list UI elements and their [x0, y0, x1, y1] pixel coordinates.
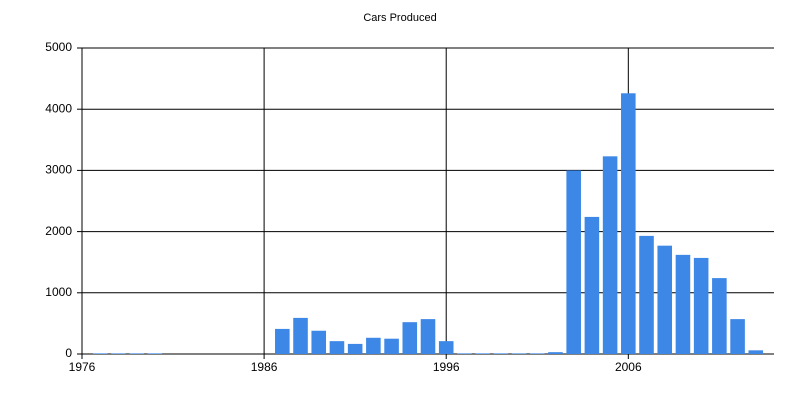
bar [730, 319, 745, 354]
bar [621, 93, 636, 355]
y-tick-label: 1000 [45, 285, 72, 299]
bar [475, 353, 490, 354]
bar [366, 337, 381, 354]
x-tick-label: 1976 [69, 360, 96, 374]
bar [548, 352, 563, 354]
x-tick-label: 2006 [615, 360, 642, 374]
y-tick-label: 3000 [45, 163, 72, 177]
bar [693, 257, 709, 354]
bar [438, 341, 454, 354]
y-tick-label: 4000 [45, 101, 72, 115]
bar [657, 245, 673, 354]
bar [420, 319, 436, 354]
y-tick-label: 0 [65, 346, 72, 360]
bar [529, 353, 545, 354]
bar [129, 353, 144, 354]
bar [92, 353, 108, 354]
bar [493, 353, 509, 354]
chart-title: Cars Produced [363, 12, 436, 24]
bar [275, 328, 290, 354]
bar [602, 156, 618, 354]
bar [675, 254, 691, 354]
bar [147, 353, 163, 354]
bar [566, 170, 581, 354]
bar [111, 353, 126, 354]
bar [511, 353, 527, 354]
bar [384, 338, 399, 354]
bar [584, 216, 600, 354]
x-tick-label: 1986 [251, 360, 278, 374]
bar [402, 322, 418, 354]
bar [748, 350, 764, 354]
bar [293, 317, 308, 354]
bar [712, 278, 727, 354]
y-tick-label: 5000 [45, 40, 72, 54]
y-tick-label: 2000 [45, 224, 72, 238]
bar [347, 343, 363, 354]
bar [329, 341, 345, 354]
bar [639, 235, 654, 354]
x-tick-label: 1996 [433, 360, 460, 374]
bar [311, 330, 327, 354]
bar [457, 353, 472, 354]
